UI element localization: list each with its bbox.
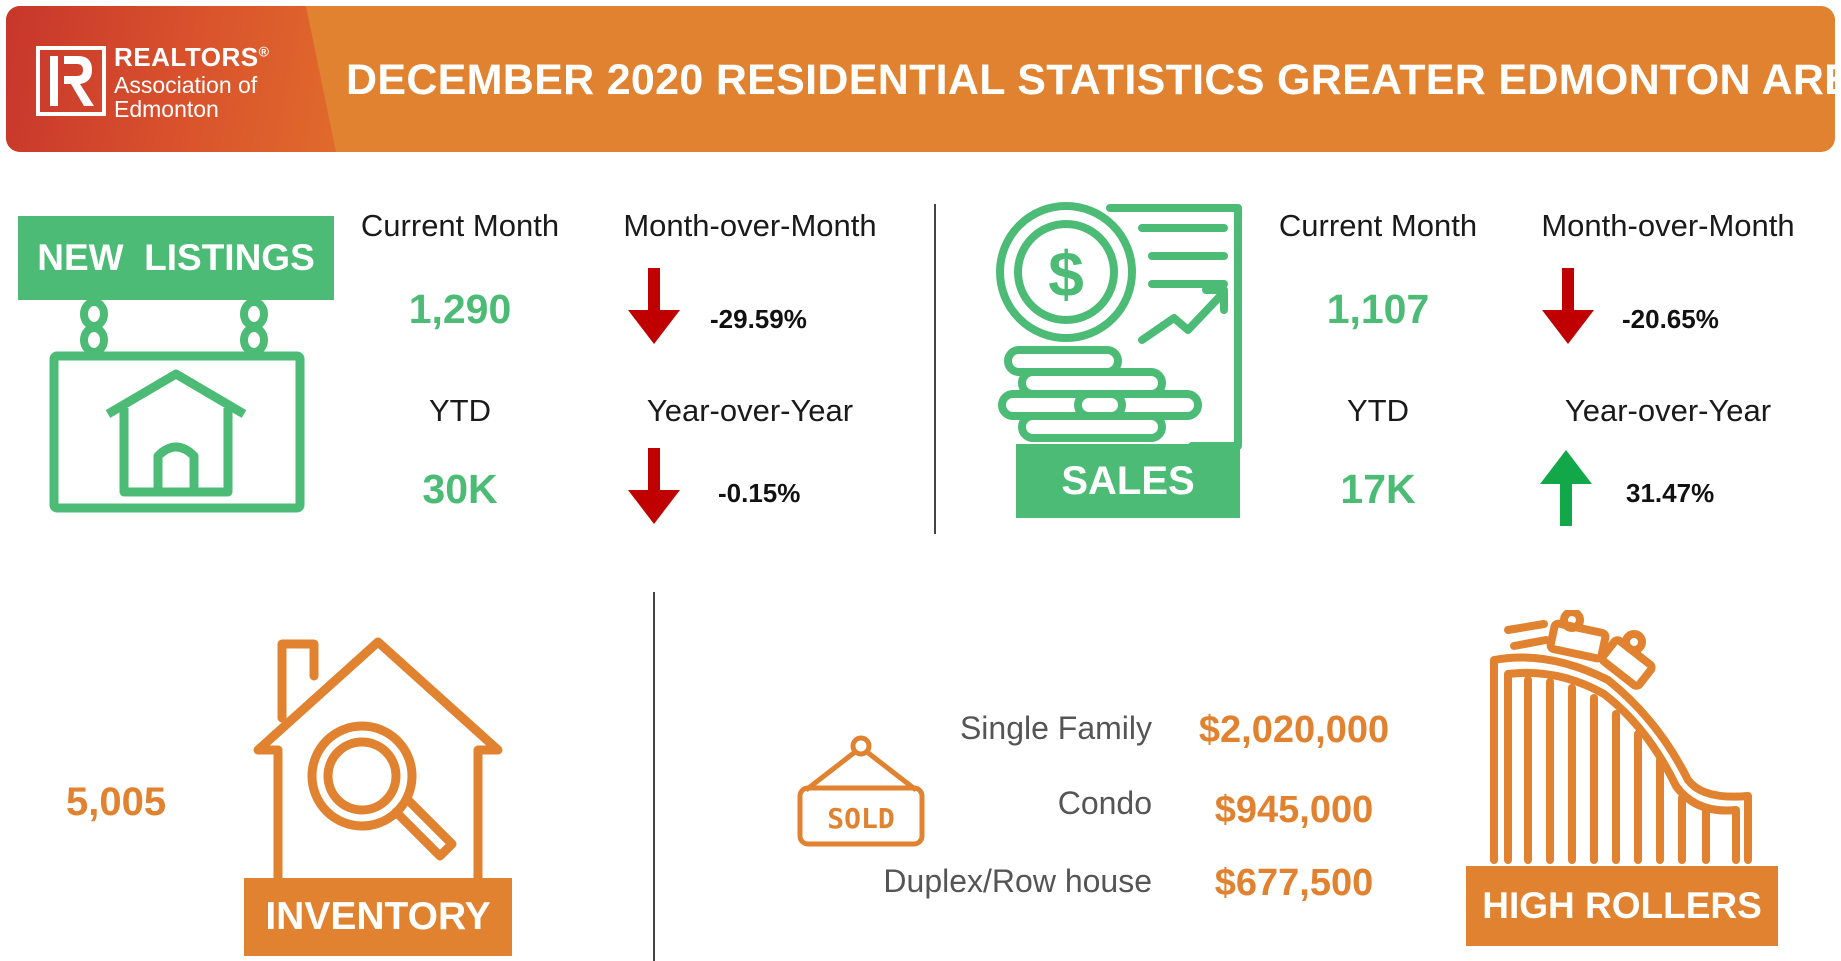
sales-current-month-value: 1,107 [1326, 286, 1430, 332]
hanging-house-sign-icon [49, 298, 305, 513]
page-title: DECEMBER 2020 RESIDENTIAL STATISTICS GRE… [346, 56, 1835, 104]
realtors-logo-icon [36, 46, 106, 116]
arrow-down-icon [628, 268, 680, 344]
price-value-condo: $945,000 [1214, 789, 1374, 831]
sold-sign-icon: SOLD [797, 735, 925, 847]
price-value-duplex: $677,500 [1214, 862, 1374, 904]
header-banner: REALTORS® Association of Edmonton DECEMB… [6, 6, 1835, 152]
sales-tag: SALES [1016, 444, 1240, 518]
sales-mom-label: Month-over-Month [1541, 208, 1795, 243]
dollar-coins-chart-icon: $ [996, 202, 1242, 450]
listings-current-month-label: Current Month [360, 208, 560, 243]
listings-mom-label: Month-over-Month [623, 208, 877, 243]
new-listings-tag: NEW LISTINGS [18, 216, 334, 300]
sales-current-month-label: Current Month [1278, 208, 1478, 243]
inventory-tag: INVENTORY [244, 878, 512, 956]
listings-ytd-label: YTD [429, 393, 491, 428]
price-label-single-family: Single Family [959, 710, 1152, 746]
sales-ytd-label: YTD [1347, 393, 1409, 428]
arrow-down-icon [1542, 268, 1594, 344]
price-value-single-family: $2,020,000 [1198, 709, 1390, 751]
svg-text:$: $ [1048, 238, 1084, 310]
listings-mom-value: -29.59% [710, 304, 807, 334]
listings-yoy-label: Year-over-Year [646, 393, 854, 428]
listings-ytd-value: 30K [422, 466, 498, 512]
header-logo-wedge [6, 6, 336, 152]
sales-ytd-value: 17K [1340, 466, 1416, 512]
section-divider-bottom [653, 592, 655, 961]
listings-yoy-value: -0.15% [718, 478, 801, 508]
sales-yoy-value: 31.47% [1626, 478, 1715, 508]
inventory-value: 5,005 [66, 780, 167, 824]
arrow-up-icon [1540, 450, 1592, 526]
price-label-condo: Condo [1057, 785, 1152, 821]
arrow-down-icon [628, 448, 680, 524]
price-label-duplex: Duplex/Row house [883, 863, 1152, 899]
sold-sign-text: SOLD [827, 802, 894, 835]
sales-yoy-label: Year-over-Year [1564, 393, 1772, 428]
house-magnifier-icon [253, 637, 503, 883]
sales-mom-value: -20.65% [1622, 304, 1719, 334]
listings-current-month-value: 1,290 [408, 286, 512, 332]
logo-line-edmonton: Edmonton [114, 96, 219, 122]
roller-coaster-icon [1490, 610, 1752, 864]
logo-line-realtors: REALTORS® [114, 42, 270, 72]
registered-mark: ® [258, 43, 270, 60]
section-divider-top [934, 204, 936, 534]
logo-line-association: Association of [114, 72, 258, 98]
high-rollers-tag: HIGH ROLLERS [1466, 866, 1778, 946]
